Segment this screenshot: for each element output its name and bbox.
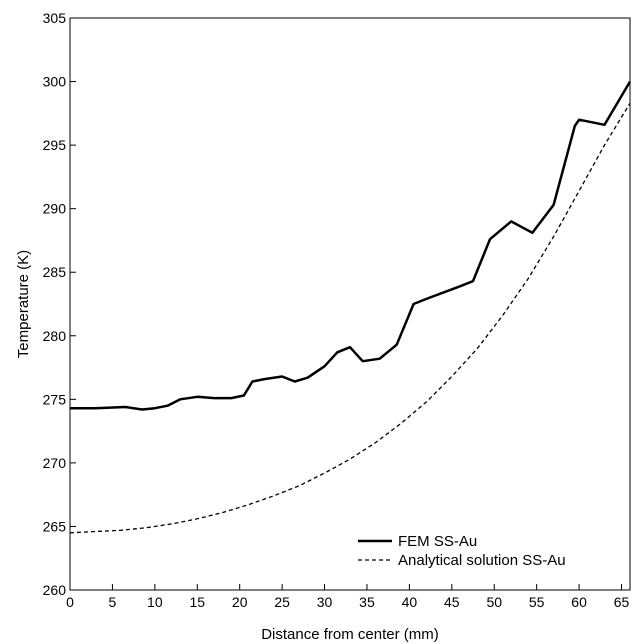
- y-tick-label: 275: [43, 391, 67, 407]
- x-tick-label: 15: [189, 594, 205, 610]
- legend-label-fem: FEM SS-Au: [398, 533, 477, 550]
- y-tick-label: 260: [43, 582, 67, 598]
- x-tick-label: 55: [529, 594, 545, 610]
- x-tick-label: 40: [402, 594, 418, 610]
- series-line-fem: [70, 80, 632, 411]
- x-tick-label: 65: [614, 594, 630, 610]
- legend-label-analytical: Analytical solution SS-Au: [398, 552, 566, 569]
- ticks-layer: 0 5 10 15 20 25 30 35 40 45 50 55 60 65 260 265 270 275 28…: [43, 10, 630, 610]
- y-tick-label: 305: [43, 10, 67, 26]
- x-tick-label: 10: [147, 594, 163, 610]
- x-tick-label: 5: [109, 594, 117, 610]
- x-axis-title: Distance from center (mm): [261, 626, 439, 643]
- y-tick-label: 290: [43, 201, 67, 217]
- y-tick-label: 295: [43, 137, 67, 153]
- plot-frame: [69, 17, 631, 591]
- x-tick-label: 45: [444, 594, 460, 610]
- series-layer: [69, 80, 632, 534]
- x-tick-label: 25: [274, 594, 290, 610]
- legend: FEM SS-Au Analytical solution SS-Au: [358, 533, 566, 569]
- x-tick-label: 60: [571, 594, 587, 610]
- y-tick-label: 270: [43, 455, 67, 471]
- series-line-analytical: [69, 102, 631, 534]
- y-tick-label: 265: [43, 518, 67, 534]
- y-axis-title: Temperature (K): [15, 250, 32, 358]
- plot-area: [69, 17, 631, 591]
- x-tick-label: 35: [359, 594, 375, 610]
- x-tick-label: 50: [486, 594, 502, 610]
- y-tick-label: 285: [43, 264, 67, 280]
- y-tick-label: 280: [43, 328, 67, 344]
- y-tick-label: 300: [43, 74, 67, 90]
- x-tick-label: 0: [66, 594, 74, 610]
- x-tick-label: 20: [232, 594, 248, 610]
- x-tick-label: 30: [317, 594, 333, 610]
